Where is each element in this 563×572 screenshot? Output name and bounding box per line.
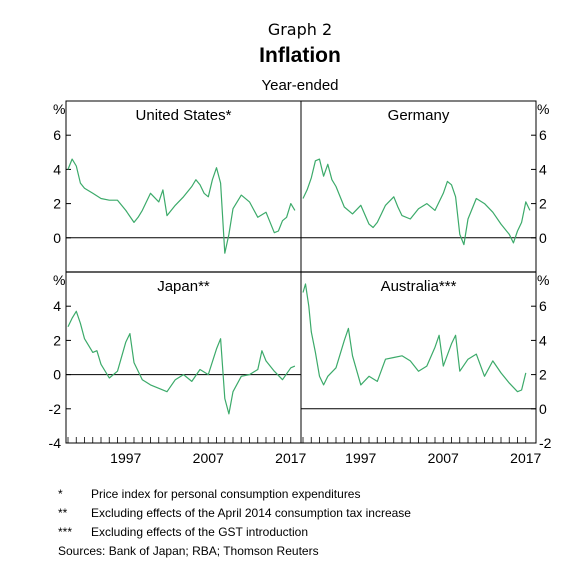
x-tick-label: 2017 bbox=[275, 450, 306, 466]
y-tick-label: -2 bbox=[49, 401, 62, 417]
footnote-mark: * bbox=[58, 487, 63, 501]
series-line bbox=[67, 158, 296, 254]
footnote-mark: *** bbox=[58, 525, 73, 539]
footnote-text: Excluding effects of the GST introductio… bbox=[91, 525, 309, 539]
y-tick-label: 4 bbox=[539, 161, 547, 177]
x-tick-label: 2007 bbox=[193, 450, 224, 466]
footnote-mark: ** bbox=[58, 506, 68, 520]
y-tick-label: -2 bbox=[539, 435, 552, 451]
x-tick-label: 2007 bbox=[428, 450, 459, 466]
series-line bbox=[302, 158, 531, 246]
inflation-chart: United States* 6 4 2 0% Germany 6 4 2 0% Japan** 4 2… bbox=[49, 100, 552, 466]
panel-title: Germany bbox=[388, 107, 450, 124]
series-line bbox=[302, 283, 527, 393]
y-unit-label: % bbox=[537, 101, 549, 117]
x-tick-label: 1997 bbox=[345, 450, 376, 466]
y-tick-label: 0 bbox=[53, 367, 61, 383]
y-tick-label: 4 bbox=[53, 298, 61, 314]
y-tick-label: 4 bbox=[539, 332, 547, 348]
chart-title: Inflation bbox=[259, 44, 341, 67]
y-tick-label: 4 bbox=[53, 161, 61, 177]
x-tick-label: 2017 bbox=[510, 450, 541, 466]
series-line bbox=[67, 310, 296, 415]
y-tick-label: 2 bbox=[539, 196, 547, 212]
y-unit-label: % bbox=[53, 272, 65, 288]
footnote: ** Excluding effects of the April 2014 c… bbox=[58, 504, 411, 523]
y-tick-label: 6 bbox=[53, 127, 61, 143]
x-tick-label: 1997 bbox=[110, 450, 141, 466]
y-tick-label: 0 bbox=[53, 230, 61, 246]
footnote: * Price index for personal consumption e… bbox=[58, 485, 411, 504]
y-tick-label: 2 bbox=[539, 367, 547, 383]
y-tick-label: 6 bbox=[539, 127, 547, 143]
footnotes: * Price index for personal consumption e… bbox=[58, 485, 411, 561]
footnote-text: Price index for personal consumption exp… bbox=[91, 487, 361, 501]
panel-title: Japan** bbox=[157, 278, 210, 295]
sources-note: Sources: Bank of Japan; RBA; Thomson Reu… bbox=[58, 544, 319, 558]
y-unit-label: % bbox=[537, 272, 549, 288]
panel-title: Australia*** bbox=[381, 278, 457, 295]
y-tick-label: 0 bbox=[539, 401, 547, 417]
panel-title: United States* bbox=[136, 107, 232, 124]
y-tick-label: 0 bbox=[539, 230, 547, 246]
chart-subtitle: Year-ended bbox=[261, 77, 339, 94]
y-tick-label: 2 bbox=[53, 196, 61, 212]
y-tick-label: -4 bbox=[49, 435, 62, 451]
footnote: *** Excluding effects of the GST introdu… bbox=[58, 523, 411, 542]
y-unit-label: % bbox=[53, 101, 65, 117]
y-tick-label: 6 bbox=[539, 298, 547, 314]
footnote-text: Excluding effects of the April 2014 cons… bbox=[91, 506, 411, 520]
graph-number: Graph 2 bbox=[267, 20, 333, 39]
y-tick-label: 2 bbox=[53, 332, 61, 348]
